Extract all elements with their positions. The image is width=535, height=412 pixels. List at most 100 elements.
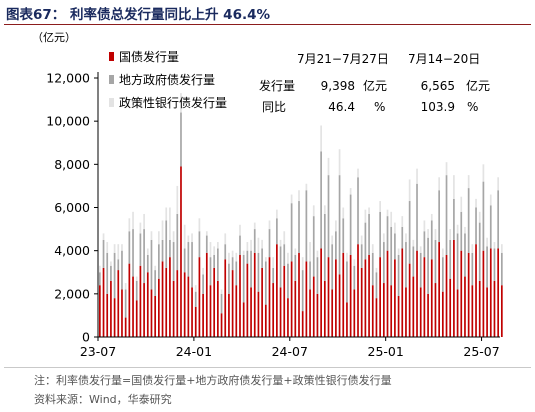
bar-segment-0 bbox=[253, 252, 256, 337]
bar-segment-1 bbox=[264, 261, 267, 305]
bar-segment-1 bbox=[158, 244, 160, 279]
bar-segment-1 bbox=[290, 203, 293, 262]
bar-segment-0 bbox=[453, 239, 455, 338]
bar-segment-2 bbox=[316, 250, 319, 258]
bar-segment-2 bbox=[342, 207, 345, 219]
bar-segment-0 bbox=[224, 259, 227, 337]
bar-segment-2 bbox=[180, 93, 182, 113]
bar-segment-1 bbox=[239, 235, 241, 255]
bar-segment-0 bbox=[338, 274, 341, 337]
bar-segment-2 bbox=[371, 244, 374, 253]
bar-segment-1 bbox=[117, 259, 120, 271]
bar-segment-0 bbox=[309, 289, 311, 337]
bar-segment-1 bbox=[146, 254, 149, 273]
bar-segment-1 bbox=[98, 272, 101, 286]
bar-segment-0 bbox=[390, 285, 393, 337]
bar-segment-1 bbox=[169, 239, 171, 258]
bar-segment-1 bbox=[202, 274, 204, 294]
bar-segment-2 bbox=[213, 246, 216, 255]
bar-segment-1 bbox=[445, 175, 448, 255]
bar-segment-2 bbox=[231, 250, 234, 258]
bar-segment-1 bbox=[427, 237, 429, 294]
bar-segment-0 bbox=[132, 276, 134, 337]
bar-segment-1 bbox=[139, 233, 142, 266]
bar-segment-2 bbox=[298, 190, 300, 202]
bar-segment-2 bbox=[169, 207, 171, 240]
bar-segment-0 bbox=[220, 313, 223, 337]
bar-segment-1 bbox=[287, 263, 289, 299]
bar-segment-0 bbox=[408, 263, 411, 337]
bar-segment-1 bbox=[242, 254, 245, 303]
bar-segment-0 bbox=[342, 252, 345, 337]
bar-segment-1 bbox=[161, 239, 164, 262]
bar-segment-1 bbox=[390, 226, 393, 286]
bar-segment-0 bbox=[110, 280, 112, 337]
footnote: 注：利率债发行量=国债发行量+地方政府债发行量+政策性银行债发行量 bbox=[34, 374, 392, 387]
bar-segment-2 bbox=[235, 252, 238, 262]
bar-segment-0 bbox=[456, 289, 459, 337]
bar-segment-2 bbox=[475, 198, 477, 208]
x-tick-label: 25-01 bbox=[368, 344, 404, 359]
bar-segment-1 bbox=[335, 231, 337, 260]
bar-segment-0 bbox=[467, 252, 470, 337]
bar-segment-1 bbox=[471, 252, 474, 286]
bar-segment-1 bbox=[298, 201, 300, 253]
bar-segment-2 bbox=[242, 250, 245, 255]
bar-segment-1 bbox=[438, 190, 440, 243]
footer-rule bbox=[4, 367, 531, 368]
bar-segment-1 bbox=[209, 257, 212, 286]
bar-segment-1 bbox=[456, 233, 459, 290]
bar-segment-2 bbox=[331, 235, 334, 245]
bar-segment-0 bbox=[489, 248, 492, 337]
bar-segment-2 bbox=[264, 257, 267, 262]
bar-segment-1 bbox=[323, 213, 326, 281]
bar-segment-1 bbox=[482, 181, 485, 251]
bar-segment-0 bbox=[371, 285, 374, 337]
bar-segment-0 bbox=[121, 289, 123, 337]
bar-segment-1 bbox=[467, 188, 470, 253]
bar-segment-2 bbox=[357, 168, 359, 178]
bar-segment-0 bbox=[146, 272, 149, 337]
bar-segment-0 bbox=[301, 311, 304, 337]
bar-segment-0 bbox=[464, 276, 466, 337]
bar-segment-2 bbox=[121, 244, 123, 251]
figure-title: 图表67： 利率债总发行量同比上升 46.4% bbox=[6, 7, 271, 23]
bar-segment-2 bbox=[276, 209, 278, 219]
bar-segment-0 bbox=[397, 295, 400, 337]
bar-segment-2 bbox=[220, 289, 223, 294]
bar-segment-0 bbox=[183, 272, 186, 337]
bar-segment-2 bbox=[397, 248, 400, 255]
bar-segment-1 bbox=[268, 229, 271, 258]
bar-segment-1 bbox=[220, 293, 223, 314]
bar-segment-0 bbox=[357, 244, 359, 337]
legend: 国债发行量 地方政府债发行量 政策性银行债发行量 bbox=[109, 49, 227, 110]
bar-segment-1 bbox=[397, 254, 400, 296]
bar-segment-2 bbox=[386, 209, 389, 217]
bar-segment-2 bbox=[287, 252, 289, 264]
bar-segment-0 bbox=[386, 250, 389, 337]
bar-segment-0 bbox=[405, 287, 407, 337]
bar-segment-2 bbox=[124, 283, 127, 290]
x-tick-label: 23-07 bbox=[80, 344, 116, 359]
bar-segment-0 bbox=[268, 257, 271, 337]
x-axis: 23-07 24-01 24-07 25-01 25-07 bbox=[80, 337, 500, 359]
bar-segment-0 bbox=[264, 304, 267, 338]
bar-segment-2 bbox=[158, 231, 160, 245]
bar-segment-1 bbox=[486, 246, 488, 288]
bar-segment-2 bbox=[453, 175, 455, 199]
stats-header-previous: 7月14−20日 bbox=[408, 52, 480, 66]
bar-segment-2 bbox=[209, 242, 212, 258]
legend-swatch-gov bbox=[109, 52, 114, 61]
bar-segment-2 bbox=[132, 211, 134, 230]
bar-segment-0 bbox=[106, 293, 109, 337]
bar-segment-2 bbox=[401, 216, 404, 227]
bar-segment-1 bbox=[180, 112, 182, 167]
bar-segment-1 bbox=[205, 235, 208, 253]
bar-segment-0 bbox=[294, 280, 297, 337]
bar-segment-1 bbox=[353, 265, 356, 290]
bar-segment-2 bbox=[110, 261, 112, 266]
bar-segment-1 bbox=[368, 213, 370, 255]
bar-segment-0 bbox=[486, 287, 488, 337]
bar-segment-1 bbox=[453, 198, 455, 240]
stats-volume-unit-current: 亿元 bbox=[363, 78, 387, 93]
